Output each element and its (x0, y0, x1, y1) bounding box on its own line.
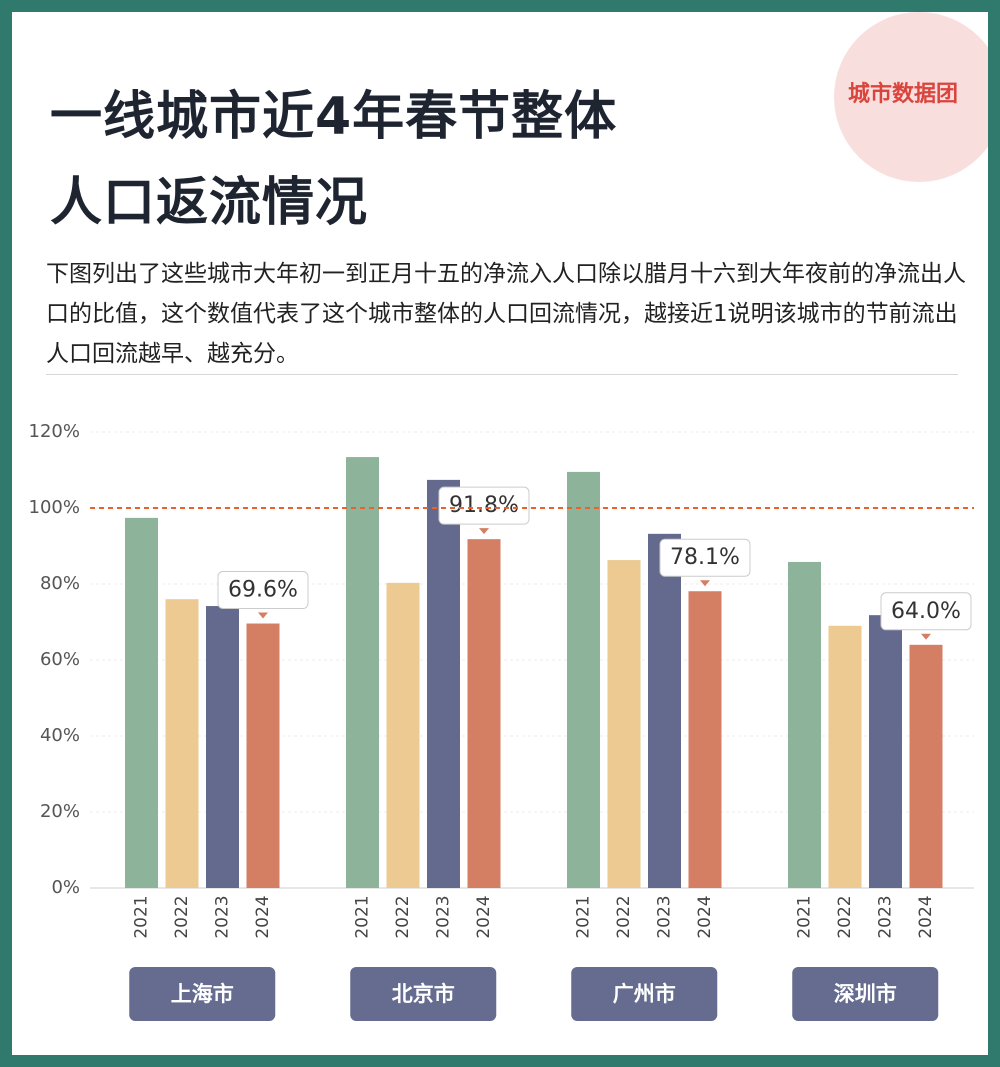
category-pill (792, 967, 939, 1021)
value-label-box (217, 571, 309, 610)
category-pill (129, 967, 276, 1021)
value-label: 64.0% (891, 599, 961, 624)
bar (165, 599, 199, 888)
label-pointer (700, 580, 710, 587)
category-label: 广州市 (613, 982, 676, 1006)
bar (788, 561, 821, 888)
bar (607, 560, 641, 888)
bar (125, 517, 158, 888)
divider (46, 374, 958, 375)
category-label: 深圳市 (834, 982, 897, 1006)
category-pill (571, 967, 718, 1021)
x-tick-label: 2023 (655, 895, 675, 938)
logo-badge (834, 12, 988, 182)
y-tick-label: 20% (40, 801, 80, 822)
x-tick-label: 2024 (474, 895, 494, 938)
bar (909, 644, 943, 888)
value-label-box (659, 538, 751, 577)
bar (206, 606, 239, 888)
x-tick-label: 2022 (393, 895, 413, 938)
bar (828, 625, 862, 888)
x-tick-label: 2021 (795, 895, 815, 938)
bar (467, 539, 501, 888)
bar (688, 591, 722, 888)
x-tick-label: 2022 (172, 895, 192, 938)
x-tick-label: 2023 (876, 895, 896, 938)
title: 一线城市近4年春节整体 (50, 87, 618, 147)
category-pill (350, 967, 497, 1021)
chart: 0% 20% 40% 60% 80% 100% 120% 2021 2022 2023 2024 69… (29, 421, 974, 1021)
category-label: 北京市 (392, 982, 455, 1006)
y-tick-label: 60% (40, 649, 80, 670)
bar (386, 582, 420, 888)
value-label: 69.6% (228, 578, 298, 603)
y-tick-label: 80% (40, 573, 80, 594)
bar (246, 623, 280, 888)
subtitle: 下图列出了这些城市大年初一到正月十五的净流入人口除以腊月十六到大年夜前的净流出人… (46, 261, 966, 367)
label-pointer (258, 612, 268, 619)
x-tick-label: 2021 (574, 895, 594, 938)
x-tick-label: 2023 (434, 895, 454, 938)
x-tick-label: 2022 (614, 895, 634, 938)
bar (427, 479, 460, 888)
y-tick-label: 120% (29, 421, 80, 442)
x-tick-label: 2024 (916, 895, 936, 938)
y-tick-label: 100% (29, 497, 80, 518)
title: 人口返流情况 (50, 173, 369, 233)
value-label: 91.8% (449, 493, 519, 518)
x-tick-label: 2024 (695, 895, 715, 938)
bar (869, 615, 902, 888)
bar (567, 471, 600, 888)
bar (648, 533, 681, 888)
x-tick-label: 2022 (835, 895, 855, 938)
x-tick-label: 2023 (213, 895, 233, 938)
value-label-box (880, 592, 972, 631)
category-label: 上海市 (171, 982, 234, 1006)
label-pointer (921, 633, 931, 640)
x-tick-label: 2024 (253, 895, 273, 938)
logo-text: 城市数据团 (848, 82, 959, 107)
bar (346, 457, 379, 888)
y-tick-label: 40% (40, 725, 80, 746)
y-tick-label: 0% (51, 877, 80, 898)
panel: 城市数据团 一线城市近4年春节整体 人口返流情况 下图列出了这些城市大年初一到正… (12, 12, 988, 1055)
x-tick-label: 2021 (353, 895, 373, 938)
value-label: 78.1% (670, 545, 740, 570)
x-tick-label: 2021 (132, 895, 152, 938)
label-pointer (479, 528, 489, 535)
value-label-box (438, 486, 530, 525)
